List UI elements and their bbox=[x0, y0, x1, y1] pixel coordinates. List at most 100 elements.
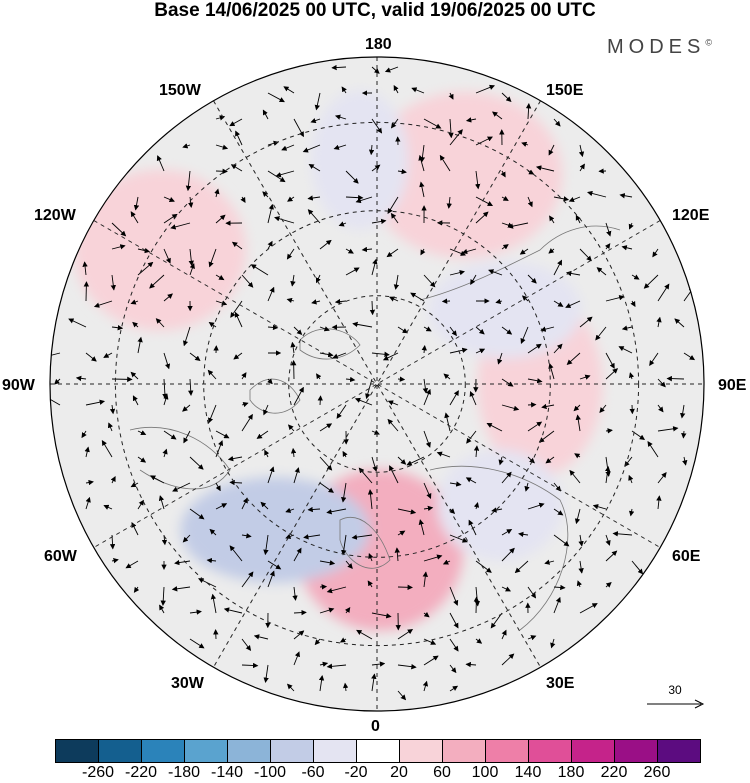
wind-vector bbox=[475, 348, 486, 354]
wind-vector bbox=[518, 531, 529, 538]
wind-vector bbox=[592, 504, 607, 510]
wind-vector bbox=[281, 144, 295, 151]
wind-vector bbox=[538, 430, 555, 443]
wind-vector bbox=[486, 423, 503, 432]
wind-vector bbox=[397, 456, 407, 465]
colorbar-tick-label: 20 bbox=[390, 764, 408, 781]
wind-vector bbox=[319, 423, 333, 432]
wind-vector bbox=[449, 390, 459, 406]
wind-vector bbox=[605, 428, 613, 434]
wind-vector bbox=[344, 607, 351, 614]
wind-vector bbox=[241, 571, 254, 588]
meridian-line bbox=[93, 220, 661, 548]
vector-reference-value: 30 bbox=[668, 683, 682, 697]
wind-vector bbox=[158, 495, 165, 510]
wind-vector bbox=[461, 248, 477, 255]
wind-vector bbox=[267, 466, 275, 484]
wind-vector bbox=[345, 560, 353, 569]
wind-vector bbox=[314, 92, 321, 111]
wind-vector bbox=[188, 378, 194, 396]
lon-label-60w: 60W bbox=[44, 548, 77, 565]
wind-vector bbox=[290, 274, 296, 287]
wind-vector bbox=[382, 352, 399, 361]
wind-vector bbox=[163, 196, 175, 203]
wind-vector bbox=[448, 92, 454, 100]
wind-vector bbox=[422, 680, 429, 692]
wind-vector bbox=[133, 586, 140, 593]
wind-vector bbox=[643, 274, 659, 289]
wind-vector bbox=[293, 630, 305, 640]
wind-vector bbox=[345, 376, 356, 383]
wind-vector bbox=[527, 378, 543, 384]
wind-vector bbox=[449, 685, 459, 692]
wind-vector bbox=[315, 274, 321, 284]
wind-vector bbox=[568, 196, 581, 203]
wind-vector bbox=[679, 404, 686, 419]
lon-label-150e: 150E bbox=[546, 82, 584, 99]
wind-vector bbox=[569, 469, 581, 484]
wind-vector bbox=[631, 274, 640, 280]
wind-vector bbox=[576, 580, 582, 588]
wind-vector bbox=[160, 586, 166, 606]
wind-vector bbox=[628, 508, 635, 517]
wind-vector bbox=[423, 655, 439, 666]
wind-vector bbox=[469, 390, 477, 406]
wind-vector bbox=[553, 584, 566, 591]
wind-vector bbox=[389, 296, 399, 302]
wind-vector bbox=[130, 299, 139, 305]
wind-vector bbox=[85, 399, 106, 406]
wind-vector bbox=[420, 248, 426, 256]
wind-vector bbox=[527, 421, 543, 432]
wind-vector bbox=[371, 218, 387, 225]
wind-vector bbox=[183, 430, 191, 444]
wind-vector bbox=[423, 611, 430, 618]
wind-vector bbox=[393, 84, 399, 94]
wind-vector bbox=[101, 440, 113, 458]
wind-vector bbox=[384, 66, 399, 73]
wind-vector bbox=[253, 634, 269, 640]
wind-vector bbox=[345, 170, 359, 184]
wind-vector bbox=[188, 248, 194, 267]
wind-vector bbox=[307, 209, 321, 224]
wind-vector bbox=[267, 378, 273, 385]
lon-label-0: 0 bbox=[371, 718, 380, 735]
wind-vector bbox=[501, 195, 509, 201]
wind-vector bbox=[292, 586, 298, 601]
wind-vector bbox=[436, 451, 451, 458]
wind-vector bbox=[656, 316, 662, 328]
wind-vector bbox=[470, 274, 477, 286]
wind-vector bbox=[155, 318, 165, 328]
colorbar-swatch bbox=[658, 740, 701, 762]
wind-vector bbox=[466, 430, 477, 444]
wind-vector bbox=[465, 477, 477, 484]
lon-label-180: 180 bbox=[365, 36, 392, 53]
wind-vector bbox=[368, 144, 375, 156]
wind-vector bbox=[267, 324, 279, 331]
wind-vector bbox=[210, 593, 217, 614]
wind-vector bbox=[446, 196, 452, 209]
lon-label-120e: 120E bbox=[672, 207, 710, 224]
colorbar-tick-label: -260 bbox=[81, 764, 115, 781]
wind-vector bbox=[241, 638, 252, 651]
wind-vector bbox=[209, 528, 217, 536]
wind-vector bbox=[287, 424, 295, 432]
wind-vector bbox=[275, 170, 295, 178]
wind-vector bbox=[233, 352, 243, 360]
wind-vector bbox=[475, 326, 485, 335]
wind-vector bbox=[371, 673, 377, 692]
wind-vector bbox=[501, 629, 507, 640]
wind-vector bbox=[75, 375, 87, 382]
wind-vector bbox=[215, 440, 224, 458]
wind-vector bbox=[345, 248, 354, 254]
wind-vector bbox=[475, 196, 494, 206]
wind-vector bbox=[331, 64, 347, 71]
wind-vector bbox=[341, 86, 347, 94]
wind-vector bbox=[579, 374, 591, 380]
wind-vector bbox=[475, 560, 492, 573]
wind-vector bbox=[553, 508, 564, 516]
wind-vector bbox=[371, 456, 378, 472]
wind-vector bbox=[307, 506, 321, 513]
wind-vector bbox=[229, 479, 243, 486]
wind-vector bbox=[182, 326, 191, 347]
wind-vector bbox=[316, 373, 322, 380]
